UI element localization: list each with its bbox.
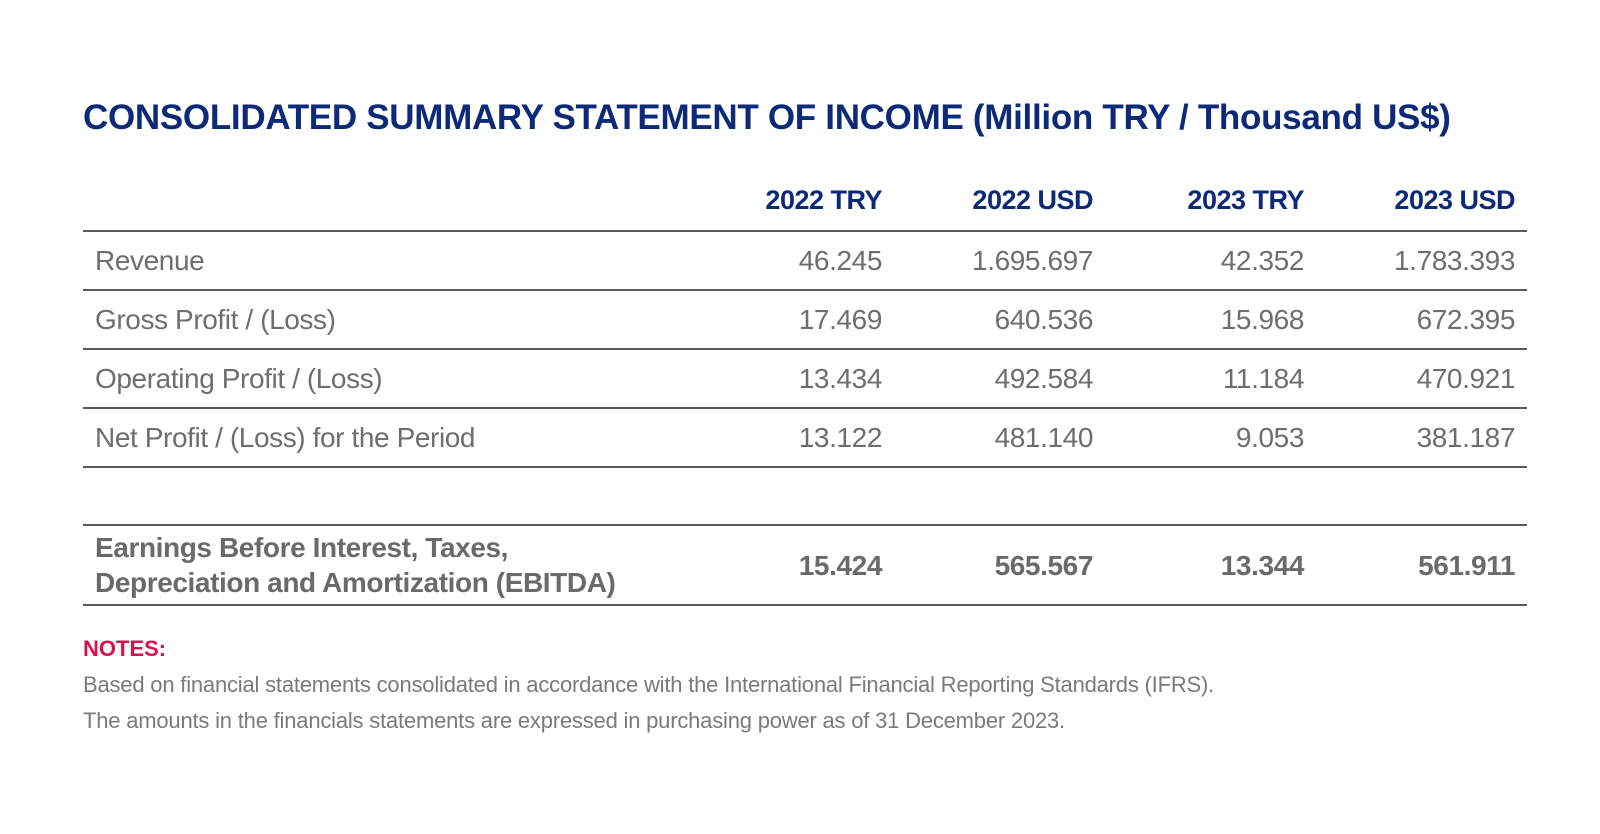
row-label: Net Profit / (Loss) for the Period xyxy=(83,408,683,468)
value-2022-usd: 492.584 xyxy=(894,349,1105,409)
page-title: CONSOLIDATED SUMMARY STATEMENT OF INCOME… xyxy=(83,98,1451,137)
row-label: Revenue xyxy=(83,231,683,291)
value-2022-try: 13.434 xyxy=(683,349,894,409)
value-2023-try: 42.352 xyxy=(1105,231,1316,291)
value-2022-try: 46.245 xyxy=(683,231,894,291)
income-statement-table: 2022 TRY 2022 USD 2023 TRY 2023 USD Reve… xyxy=(83,170,1527,606)
value-2023-usd: 672.395 xyxy=(1316,290,1527,350)
table-row-net-profit: Net Profit / (Loss) for the Period 13.12… xyxy=(83,408,1527,468)
value-2023-try: 11.184 xyxy=(1105,349,1316,409)
value-2023-usd: 470.921 xyxy=(1316,349,1527,409)
value-2022-usd: 640.536 xyxy=(894,290,1105,350)
column-header-2022-usd: 2022 USD xyxy=(894,170,1105,232)
ebitda-2022-try: 15.424 xyxy=(683,525,894,606)
row-label: Operating Profit / (Loss) xyxy=(83,349,683,409)
ebitda-2023-try: 13.344 xyxy=(1105,525,1316,606)
ebitda-label: Earnings Before Interest, Taxes, Depreci… xyxy=(83,525,683,606)
table-row-ebitda: Earnings Before Interest, Taxes, Depreci… xyxy=(83,525,1527,606)
value-2023-try: 9.053 xyxy=(1105,408,1316,468)
note-line-purchasing-power: The amounts in the financials statements… xyxy=(83,708,1065,733)
ebitda-label-line-2: Depreciation and Amortization (EBITDA) xyxy=(95,567,616,598)
table-row-revenue: Revenue 46.245 1.695.697 42.352 1.783.39… xyxy=(83,231,1527,291)
header-label-cell xyxy=(83,170,683,232)
row-label: Gross Profit / (Loss) xyxy=(83,290,683,350)
column-header-2023-try: 2023 TRY xyxy=(1105,170,1316,232)
value-2022-try: 13.122 xyxy=(683,408,894,468)
note-line-ifrs: Based on financial statements consolidat… xyxy=(83,672,1215,697)
table-row-operating-profit: Operating Profit / (Loss) 13.434 492.584… xyxy=(83,349,1527,409)
value-2022-usd: 481.140 xyxy=(894,408,1105,468)
value-2022-usd: 1.695.697 xyxy=(894,231,1105,291)
table-spacer-row xyxy=(83,467,1527,526)
table-header-row: 2022 TRY 2022 USD 2023 TRY 2023 USD xyxy=(83,170,1527,232)
table-row-gross-profit: Gross Profit / (Loss) 17.469 640.536 15.… xyxy=(83,290,1527,350)
ebitda-2022-usd: 565.567 xyxy=(894,525,1105,606)
spacer-cell xyxy=(83,467,1527,526)
column-header-2022-try: 2022 TRY xyxy=(683,170,894,232)
ebitda-label-line-1: Earnings Before Interest, Taxes, xyxy=(95,532,509,563)
ebitda-2023-usd: 561.911 xyxy=(1316,525,1527,606)
value-2022-try: 17.469 xyxy=(683,290,894,350)
notes-heading: NOTES: xyxy=(83,636,167,661)
value-2023-usd: 381.187 xyxy=(1316,408,1527,468)
value-2023-usd: 1.783.393 xyxy=(1316,231,1527,291)
column-header-2023-usd: 2023 USD xyxy=(1316,170,1527,232)
value-2023-try: 15.968 xyxy=(1105,290,1316,350)
